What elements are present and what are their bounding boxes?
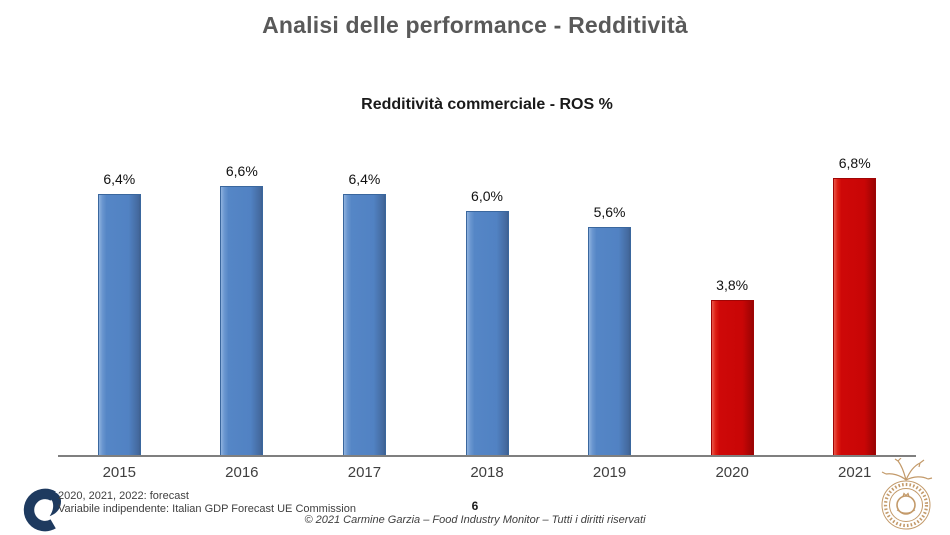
slide-title: Analisi delle performance - Redditività xyxy=(262,12,688,38)
bar-value-2015: 6,4% xyxy=(103,171,136,187)
x-axis-label-2016: 2016 xyxy=(225,464,259,481)
bar-2020 xyxy=(710,300,754,455)
bar-value-2020: 3,8% xyxy=(716,277,749,293)
bar-2015 xyxy=(97,194,141,455)
plot-area: 6,4% 2015 6,6% 2016 6,4% 2017 6,0% 2018 5,6% 2019… xyxy=(58,140,916,481)
x-axis-label-2019: 2019 xyxy=(592,464,627,481)
x-axis-label-2018: 2018 xyxy=(470,464,504,481)
bar-2018 xyxy=(465,211,509,455)
university-seal-logo xyxy=(881,458,933,530)
bar-value-2019: 5,6% xyxy=(593,204,626,220)
x-axis-label-2015: 2015 xyxy=(102,464,136,481)
bar-value-2021: 6,8% xyxy=(838,155,871,171)
x-axis-label-2017: 2017 xyxy=(347,464,382,481)
footnote-variable: Variabile indipendente: Italian GDP Fore… xyxy=(58,503,356,515)
bar-2017 xyxy=(342,194,386,455)
footnotes: 2020, 2021, 2022: forecast Variabile ind… xyxy=(58,490,356,516)
page-number: 6 xyxy=(471,499,479,513)
bar-value-2018: 6,0% xyxy=(471,188,503,204)
x-axis-label-2021: 2021 xyxy=(838,464,872,481)
cg-monogram-logo xyxy=(23,488,61,532)
x-axis-label-2020: 2020 xyxy=(715,464,749,481)
bar-value-2017: 6,4% xyxy=(348,171,381,187)
footnote-forecast: 2020, 2021, 2022: forecast xyxy=(58,490,189,502)
chart-title: Redditività commerciale - ROS % xyxy=(361,96,613,113)
bar-2021 xyxy=(833,178,877,455)
copyright-line: © 2021 Carmine Garzia – Food Industry Mo… xyxy=(304,514,646,526)
bar-value-2016: 6,6% xyxy=(225,163,258,179)
bar-2019 xyxy=(588,227,632,455)
bar-2016 xyxy=(220,186,264,455)
